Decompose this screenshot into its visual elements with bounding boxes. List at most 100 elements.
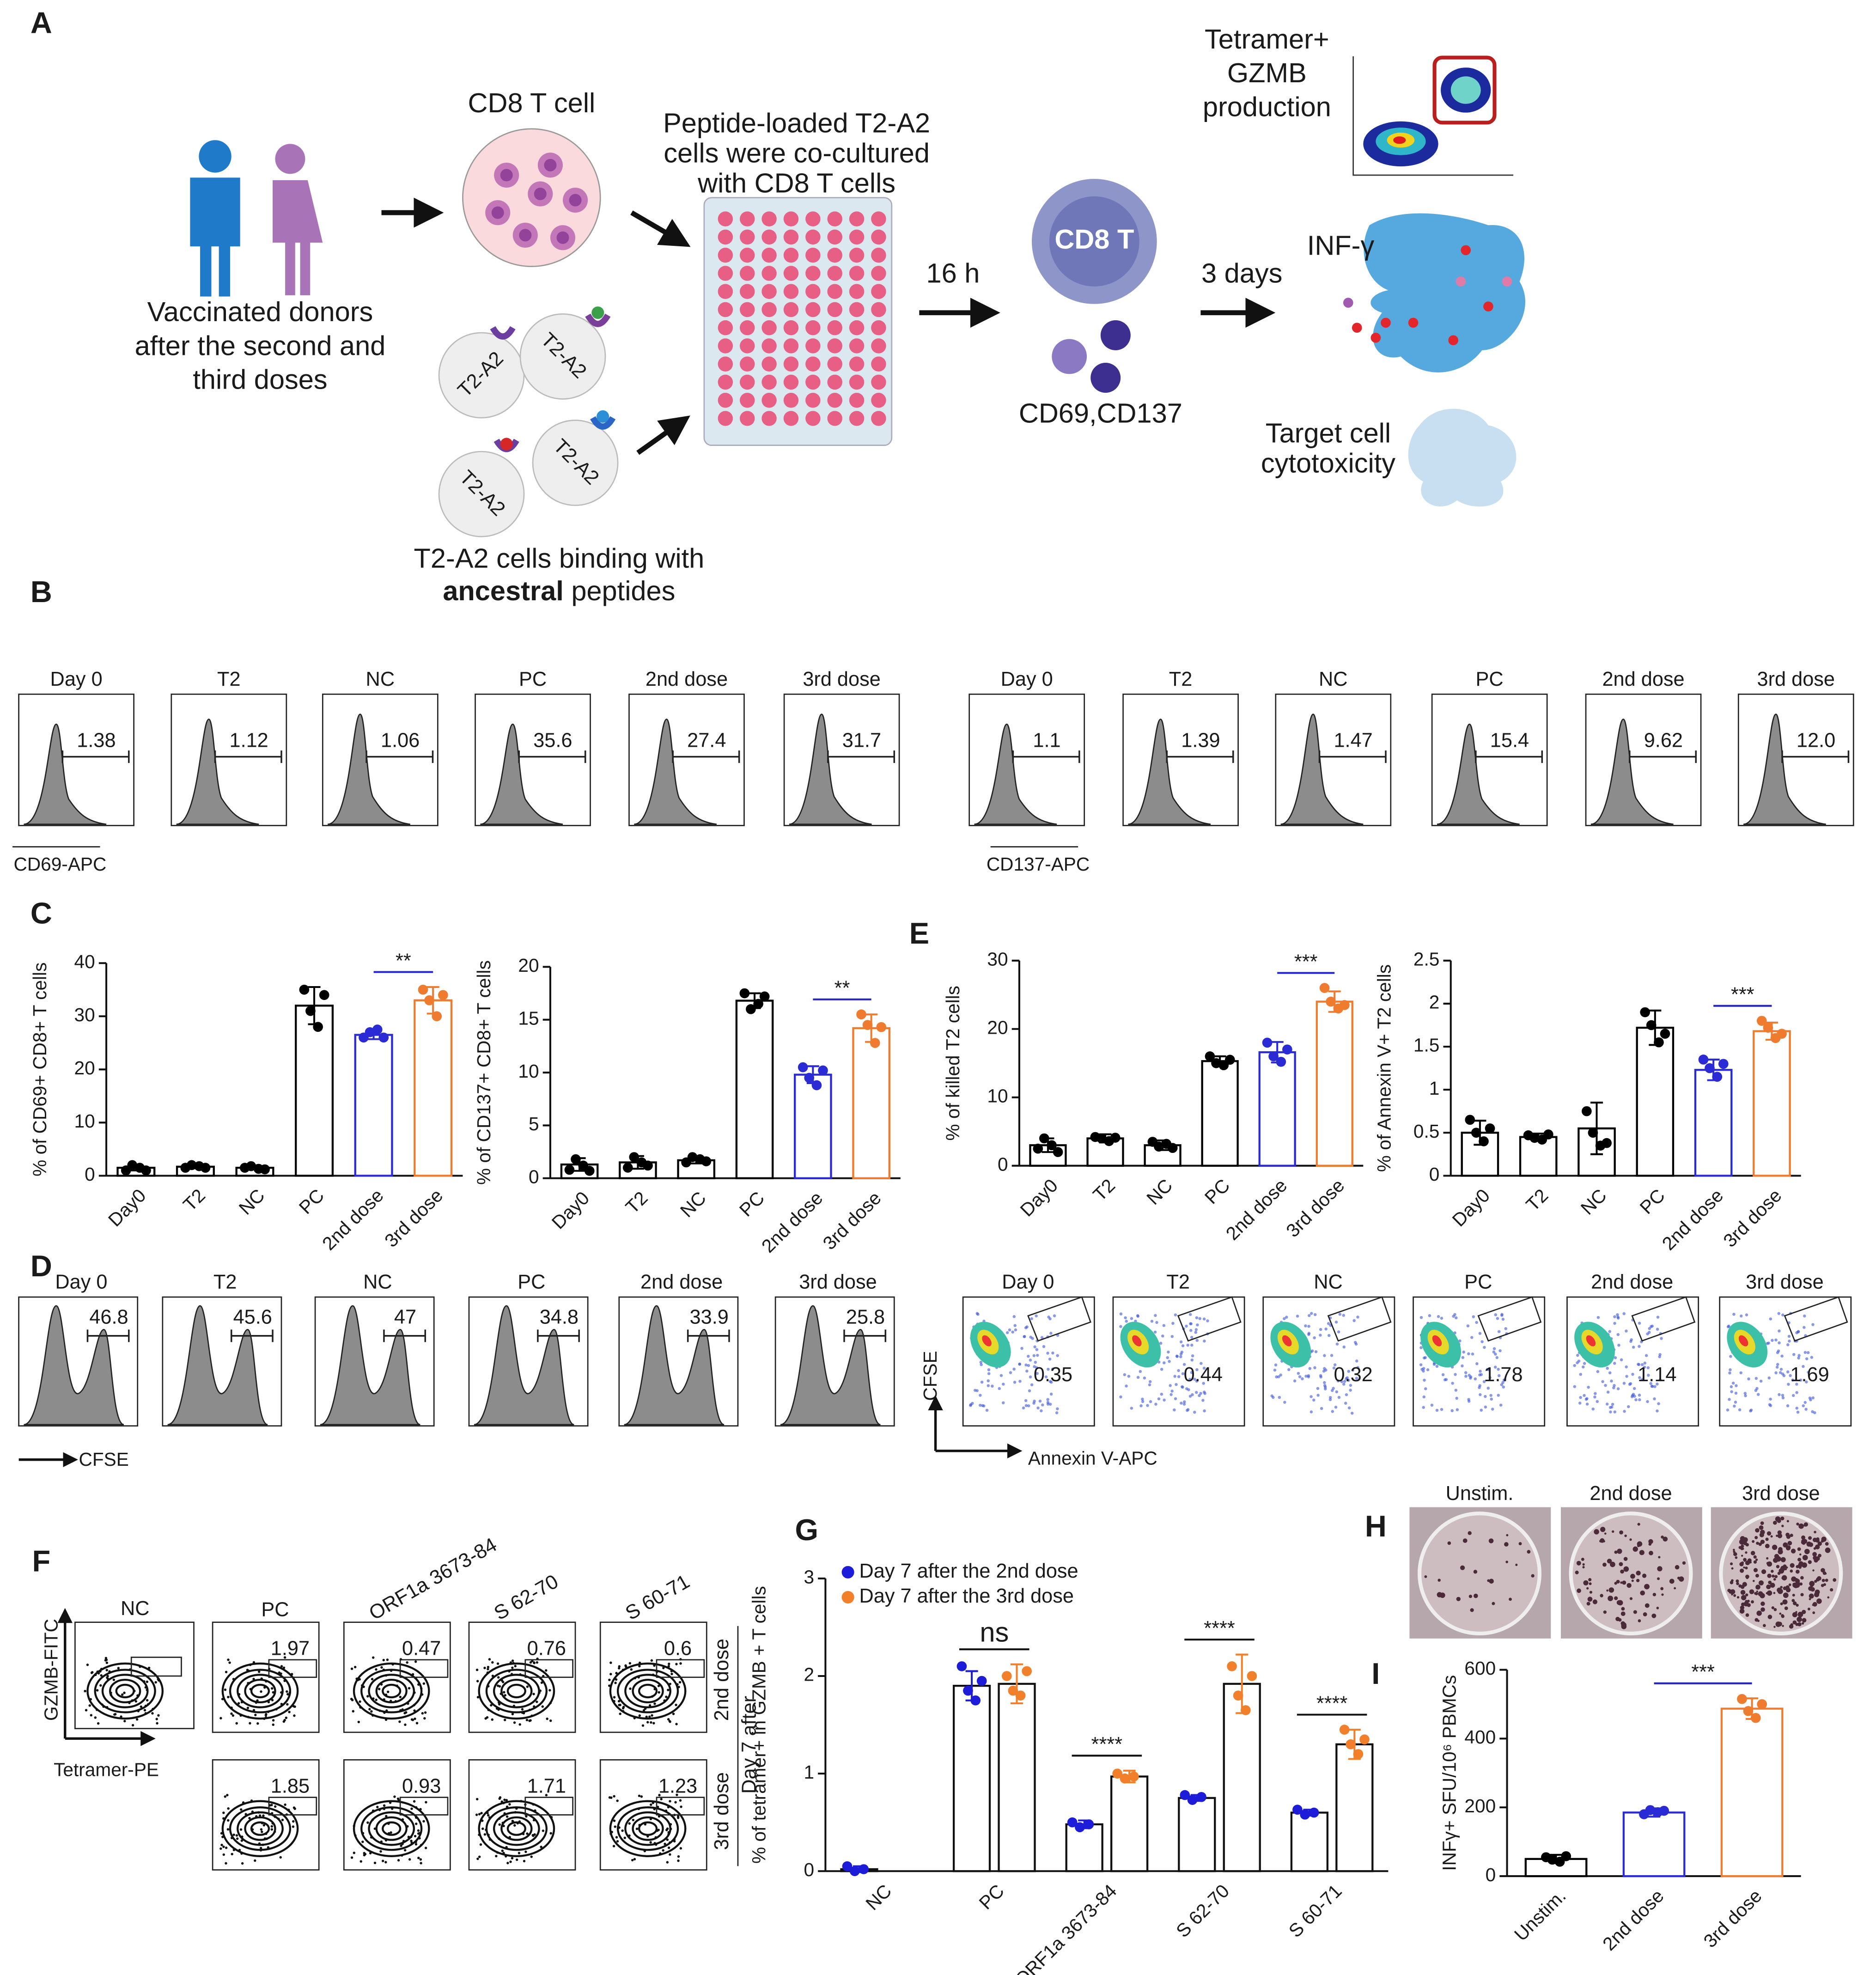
event [249, 1688, 252, 1691]
event [380, 1840, 383, 1843]
spot [1781, 1524, 1784, 1527]
significance-label: *** [1691, 1661, 1715, 1683]
event [1495, 1356, 1498, 1359]
event [668, 1663, 670, 1665]
event [1803, 1401, 1807, 1404]
event [491, 1674, 494, 1677]
event [651, 1714, 653, 1717]
event [417, 1683, 420, 1686]
data-point [305, 1006, 316, 1016]
event [502, 1802, 505, 1804]
event [1018, 1379, 1022, 1383]
event [1182, 1363, 1186, 1366]
data-point [1129, 1771, 1139, 1782]
event [99, 1684, 102, 1687]
event [1029, 1375, 1032, 1379]
event [1797, 1330, 1800, 1334]
data-point [1084, 1819, 1094, 1829]
spot [1624, 1534, 1627, 1537]
ifn-dot [1352, 323, 1362, 333]
event [1012, 1367, 1016, 1371]
event [1472, 1315, 1475, 1318]
event [410, 1835, 413, 1838]
event [151, 1712, 154, 1715]
event [1601, 1380, 1604, 1384]
bar [1110, 1775, 1149, 1872]
well [718, 374, 733, 390]
event [241, 1835, 244, 1838]
event [137, 1710, 140, 1713]
data-point [1757, 1699, 1767, 1709]
spot [1575, 1570, 1579, 1574]
spot [1766, 1557, 1769, 1560]
well [783, 211, 799, 226]
bar [1335, 1743, 1374, 1872]
event [222, 1845, 225, 1848]
event [1170, 1390, 1174, 1393]
event [280, 1691, 283, 1694]
plot-frame [468, 1296, 589, 1427]
data-point [629, 1152, 640, 1162]
spot [1771, 1570, 1774, 1573]
event [143, 1709, 146, 1712]
gate-value: 0.44 [1184, 1364, 1223, 1386]
event [404, 1723, 407, 1726]
spot [1739, 1562, 1744, 1567]
event [1194, 1328, 1198, 1331]
event [1493, 1365, 1497, 1369]
spot [1822, 1571, 1827, 1575]
plot-title: NC [121, 1597, 150, 1620]
event [1498, 1349, 1502, 1353]
event [1594, 1392, 1597, 1395]
data-point [1582, 1106, 1592, 1116]
event [1440, 1408, 1444, 1411]
well [783, 284, 799, 299]
data-point [1110, 1133, 1121, 1143]
data-point [1339, 1725, 1350, 1735]
event [1025, 1325, 1029, 1329]
side-label: Day 7 after [738, 1696, 760, 1794]
data-point [1276, 1056, 1286, 1067]
event [230, 1695, 232, 1698]
spot [1758, 1591, 1763, 1597]
event [1024, 1363, 1028, 1367]
event [1478, 1386, 1481, 1390]
spot [1586, 1602, 1590, 1606]
event [1336, 1379, 1340, 1383]
peptides-word: peptides [571, 575, 675, 606]
spot [1782, 1599, 1788, 1605]
spot [1460, 1565, 1465, 1570]
event [675, 1723, 678, 1725]
event [384, 1839, 388, 1842]
event [532, 1834, 535, 1837]
event [1419, 1346, 1423, 1349]
event [123, 1719, 126, 1723]
event [1656, 1382, 1659, 1386]
event [372, 1697, 375, 1700]
bar [295, 1005, 334, 1177]
spot [1740, 1605, 1744, 1610]
well [761, 284, 777, 299]
event [1182, 1402, 1186, 1406]
spot [1669, 1579, 1675, 1584]
y-tick-label: 0 [998, 1153, 1008, 1175]
spot [1661, 1536, 1664, 1539]
data-point [260, 1164, 270, 1175]
event [419, 1808, 422, 1810]
data-point [956, 1661, 967, 1671]
event [1191, 1354, 1194, 1358]
data-point [1112, 1768, 1122, 1779]
event [1781, 1372, 1785, 1376]
spot [1823, 1583, 1826, 1586]
significance-label: ** [834, 977, 850, 1000]
spot [1808, 1536, 1812, 1540]
event [478, 1813, 481, 1816]
vesicle [1100, 320, 1131, 350]
spot [1755, 1573, 1759, 1578]
event [232, 1833, 235, 1836]
event [644, 1823, 647, 1826]
event [400, 1844, 402, 1847]
plot-frame [1431, 693, 1548, 826]
gate [1784, 1296, 1848, 1342]
spot [1803, 1522, 1808, 1527]
